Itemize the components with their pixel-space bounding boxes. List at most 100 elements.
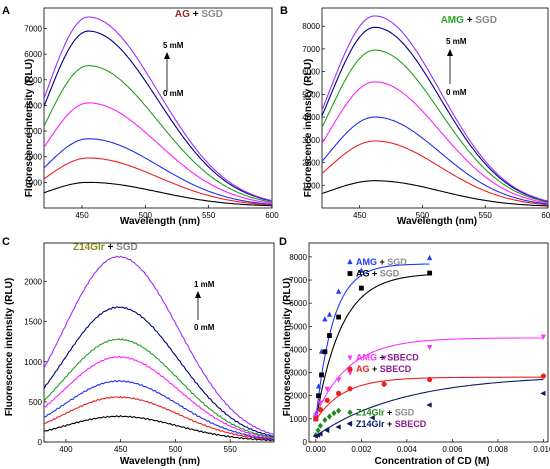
panel-a-ytick-label: 4000 xyxy=(24,101,42,110)
panel-d-ytick-label: 3000 xyxy=(289,369,307,378)
panel-d-point xyxy=(346,421,353,427)
panel-d-point xyxy=(335,390,342,397)
panel-c-spectra xyxy=(43,255,275,442)
panel-b-arrow xyxy=(447,49,453,84)
panel-d-point xyxy=(347,370,353,376)
panel-d-point xyxy=(427,254,433,261)
panel-a-xlabel: Wavelength (nm) xyxy=(120,216,200,227)
panel-a-xtick-label: 600 xyxy=(265,211,279,220)
panel-d-xtick-label: 0.004 xyxy=(397,445,418,454)
panel-d-legend-label: Z14Glr + SBECD xyxy=(356,419,427,429)
panel-c-xlabel: Wavelength (nm) xyxy=(120,456,200,467)
panel-d-point xyxy=(369,415,375,421)
panel-d-xtick-label: 0.002 xyxy=(351,445,372,454)
panel-d-xtick-label: 0.006 xyxy=(442,445,463,454)
panel-c-title: Z14Glr + SGD xyxy=(73,242,138,253)
panel-d-point xyxy=(322,349,328,355)
panel-c-title-cd: SGD xyxy=(116,242,138,253)
panel-b: B Fluorescence intensity (RLU) Wavelengt… xyxy=(280,5,497,227)
panel-d-legend-molecule: AG xyxy=(356,269,370,279)
panel-a-xtick-label: 450 xyxy=(75,211,89,220)
panel-d-point xyxy=(324,397,330,403)
panel-d-fit-line xyxy=(315,263,430,419)
panel-d-ytick-label: 0 xyxy=(303,438,308,447)
panel-c-spectrum-line xyxy=(44,395,275,441)
panel-a-title-molecule: AG xyxy=(175,9,190,20)
panel-d-xtick-label: 0.010 xyxy=(533,445,550,454)
panel-b-title: AMG + SGD xyxy=(441,15,497,26)
panel-d-xtick-label: 0.000 xyxy=(306,445,327,454)
panel-c-title-molecule: Z14Glr xyxy=(73,242,105,253)
panel-a-ytick-label: 1000 xyxy=(24,178,42,187)
panel-b-ylabel: Fluorescence intensity (RLU) xyxy=(303,59,314,197)
panel-d-point xyxy=(540,390,546,396)
panel-a-spectrum-line xyxy=(43,65,273,203)
panel-d-ytick-label: 7000 xyxy=(289,276,307,285)
panel-b-ytick-label: 7000 xyxy=(302,45,320,54)
panel-b-letter: B xyxy=(280,5,288,17)
panel-d-point xyxy=(336,314,341,320)
panel-d-legend-label: AMG + SBECD xyxy=(356,353,419,363)
panel-d-point xyxy=(336,288,342,294)
panel-d-point xyxy=(327,333,332,338)
panel-c-spectrum-line xyxy=(43,355,275,439)
panel-b-spectrum-line xyxy=(321,49,549,203)
panel-c-spectrum-line xyxy=(43,379,275,441)
panel-d-legend-plus: + xyxy=(377,257,387,267)
panel-a: A Fluorescence intensity (RLU) Wavelengt… xyxy=(2,5,223,227)
panel-c-ylabel: Fluorescence intensity (RLU) xyxy=(4,278,15,416)
panel-b-ytick-label: 8000 xyxy=(302,22,320,31)
panel-d-ytick-label: 1000 xyxy=(289,415,307,424)
panel-d-point xyxy=(335,424,341,430)
panel-b-spectrum-line xyxy=(321,26,549,202)
panel-d-legend-molecule: AG xyxy=(356,364,370,374)
panel-d-series xyxy=(312,254,547,439)
panel-a-spectra xyxy=(43,16,273,207)
panel-b-xtick-label: 450 xyxy=(353,211,367,220)
panel-d-letter: D xyxy=(279,236,287,248)
panel-d-point xyxy=(347,409,353,416)
panel-a-arrow-bottom: 0 mM xyxy=(163,89,184,98)
panel-c-ytick-label: 500 xyxy=(29,398,43,407)
panel-d-legend-plus: + xyxy=(384,419,394,429)
panel-c-ytick-label: 1500 xyxy=(24,318,42,327)
panel-c-spectrum-line xyxy=(43,338,275,439)
panel-d-legend-label: AG + SGD xyxy=(356,269,400,279)
panel-b-xtick-label: 600 xyxy=(541,211,550,220)
panel-c-xtick-label: 550 xyxy=(224,445,238,454)
panel-d-legend-molecule: AMG xyxy=(356,353,377,363)
panel-d-legend-cd: SGD xyxy=(380,269,400,279)
panel-d-point xyxy=(358,267,364,273)
panel-a-title-cd: SGD xyxy=(201,9,223,20)
panel-b-ytick-label: 5000 xyxy=(302,90,320,99)
panel-a-spectrum-line xyxy=(43,181,272,207)
panel-d-point xyxy=(427,270,433,276)
panel-b-spectra xyxy=(321,15,549,207)
panel-d-legend-molecule: Z14Glr xyxy=(356,407,385,417)
panel-d-legend-plus: + xyxy=(369,364,379,374)
panel-d-point xyxy=(331,410,337,417)
panel-d-point xyxy=(347,258,353,265)
panel-d-ytick-label: 8000 xyxy=(289,253,307,262)
panel-a-spectrum-line xyxy=(43,30,273,202)
panel-c-xtick-label: 500 xyxy=(169,445,183,454)
panel-d-legend-label: AMG + SGD xyxy=(356,257,407,267)
panel-b-ytick-label: 3000 xyxy=(302,136,320,145)
panel-c-ytick-label: 1000 xyxy=(24,358,42,367)
panel-a-arrow-top: 5 mM xyxy=(163,41,184,50)
panel-d-legend-cd: SBECD xyxy=(387,353,419,363)
panel-b-spectrum-line xyxy=(321,116,549,205)
plots-layer: 450 500 550 6001000200030004000500060007000… xyxy=(24,7,550,454)
panel-a-spectrum-line xyxy=(43,157,273,206)
panel-d-point xyxy=(427,345,433,351)
panel-c-spectrum-line xyxy=(43,415,275,442)
panel-d-legend-molecule: AMG xyxy=(356,257,377,267)
panel-c-ytick-label: 2000 xyxy=(24,278,42,287)
panel-d-point xyxy=(317,407,323,413)
panel-d-point xyxy=(322,316,328,322)
panel-d-point xyxy=(316,393,321,399)
panel-d-legend-label: Z14Glr + SGD xyxy=(356,407,415,417)
panel-d-ytick-label: 4000 xyxy=(289,345,307,354)
panel-a-xtick-label: 550 xyxy=(202,211,216,220)
panel-d-xlabel: Concentration of CD (M) xyxy=(375,456,490,467)
